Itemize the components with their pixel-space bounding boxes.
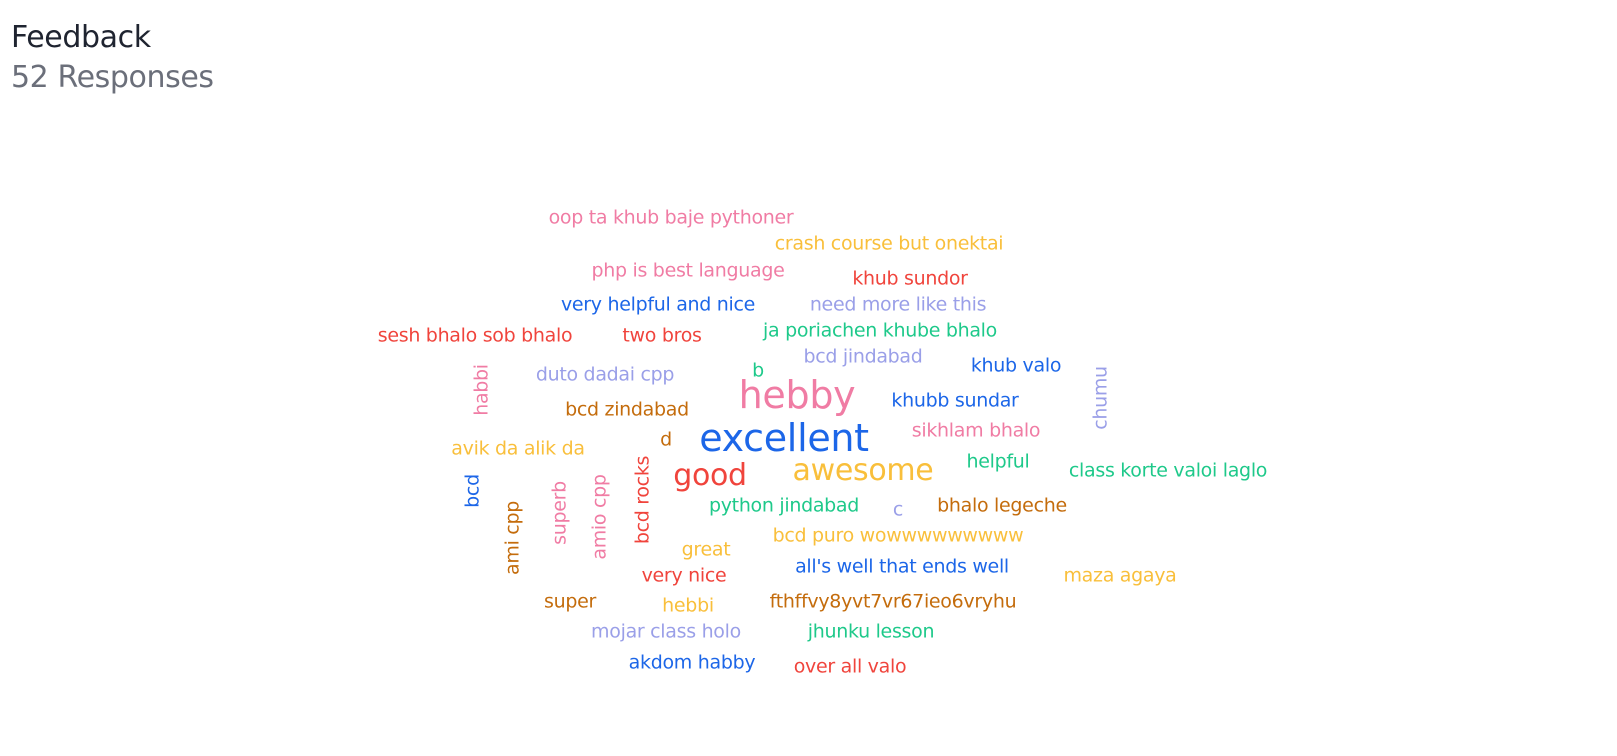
- cloud-word: great: [681, 538, 731, 561]
- cloud-word: hebbi: [662, 594, 714, 617]
- cloud-word: over all valo: [793, 655, 907, 678]
- cloud-word: ja poriachen khube bhalo: [763, 319, 997, 342]
- cloud-word: super: [543, 590, 597, 613]
- cloud-word: very helpful and nice: [560, 293, 756, 316]
- cloud-word: ami cpp: [501, 501, 524, 575]
- cloud-word: hebby: [738, 373, 856, 417]
- cloud-word: jhunku lesson: [807, 620, 935, 643]
- page-title: Feedback: [11, 20, 151, 55]
- cloud-word: avik da alik da: [451, 437, 585, 460]
- cloud-word: excellent: [699, 416, 869, 460]
- cloud-word: bcd: [461, 474, 484, 508]
- cloud-word: c: [892, 498, 904, 521]
- cloud-word: all's well that ends well: [795, 555, 1009, 578]
- cloud-word: two bros: [622, 324, 702, 347]
- cloud-word: akdom habby: [628, 651, 756, 674]
- cloud-word: sikhlam bhalo: [911, 419, 1041, 442]
- cloud-word: maza agaya: [1063, 564, 1177, 587]
- cloud-word: habbi: [470, 364, 493, 416]
- cloud-word: chumu: [1089, 366, 1112, 430]
- cloud-word: superb: [548, 481, 571, 545]
- cloud-word: awesome: [792, 453, 934, 488]
- cloud-word: need more like this: [809, 293, 987, 316]
- cloud-word: good: [673, 458, 747, 493]
- cloud-word: khub sundor: [852, 267, 968, 290]
- cloud-word: khubb sundar: [891, 389, 1019, 412]
- cloud-word: oop ta khub baje pythoner: [548, 206, 794, 229]
- cloud-word: fthffvy8yvt7vr67ieo6vryhu: [769, 590, 1017, 613]
- cloud-word: helpful: [966, 450, 1030, 473]
- cloud-word: bcd rocks: [631, 455, 654, 545]
- cloud-word: amio cpp: [588, 474, 611, 560]
- cloud-word: sesh bhalo sob bhalo: [377, 324, 573, 347]
- cloud-word: b: [752, 359, 764, 382]
- cloud-word: mojar class holo: [591, 620, 741, 643]
- cloud-word: python jindabad: [708, 494, 860, 517]
- cloud-word: class korte valoi laglo: [1068, 459, 1268, 482]
- cloud-word: bcd puro wowwwwwwwww: [772, 524, 1024, 547]
- cloud-word: bcd zindabad: [565, 398, 689, 421]
- cloud-word: very nice: [641, 564, 727, 587]
- header: Feedback 52 Responses: [11, 18, 214, 98]
- cloud-word: duto dadai cpp: [535, 363, 675, 386]
- cloud-word: bcd jindabad: [803, 345, 923, 368]
- cloud-word: khub valo: [970, 354, 1062, 377]
- cloud-word: bhalo legeche: [937, 494, 1067, 517]
- cloud-word: php is best language: [591, 259, 785, 282]
- cloud-word: d: [660, 428, 672, 451]
- response-count: 52 Responses: [11, 60, 214, 95]
- cloud-word: crash course but onektai: [774, 232, 1004, 255]
